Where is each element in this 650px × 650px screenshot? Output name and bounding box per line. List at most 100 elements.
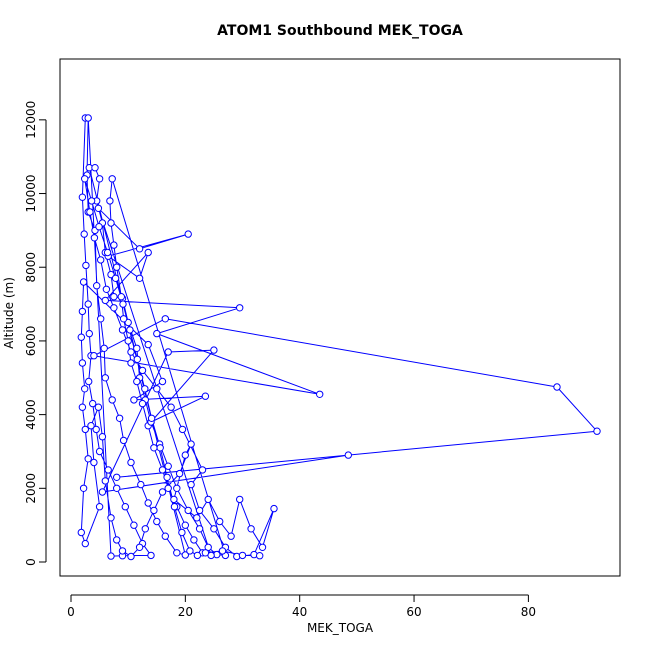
data-point	[117, 293, 126, 301]
y-tick-label: 0	[24, 558, 38, 566]
data-point	[161, 532, 170, 540]
data-point	[78, 307, 87, 316]
data-point	[138, 366, 147, 375]
data-point	[94, 403, 103, 411]
data-point	[103, 248, 112, 257]
data-point	[181, 451, 190, 459]
data-point	[144, 340, 152, 349]
data-point	[344, 451, 352, 459]
data-point	[204, 495, 212, 504]
data-point	[119, 436, 128, 445]
y-tick-label: 4000	[24, 399, 38, 430]
data-point	[236, 304, 244, 312]
data-point	[81, 539, 90, 548]
data-point	[161, 315, 170, 323]
y-tick-label: 8000	[24, 252, 38, 283]
data-point	[107, 219, 115, 227]
data-point	[133, 344, 141, 352]
data-point	[227, 532, 235, 540]
data-point	[107, 552, 115, 560]
data-point	[156, 444, 164, 452]
data-point	[98, 433, 107, 441]
data-point	[111, 274, 120, 282]
data-point	[95, 175, 104, 183]
y-tick-label: 12000	[24, 101, 38, 139]
data-point	[256, 552, 264, 560]
data-point	[106, 197, 114, 205]
data-point	[141, 385, 149, 393]
data-point	[110, 241, 118, 249]
data-point	[135, 245, 144, 253]
data-point	[85, 377, 93, 386]
data-point	[94, 204, 103, 213]
data-point	[158, 488, 167, 496]
data-point	[78, 193, 87, 201]
data-point	[79, 278, 88, 286]
data-point	[178, 528, 186, 537]
data-point	[77, 528, 86, 537]
data-point	[258, 543, 267, 551]
data-point	[201, 392, 210, 400]
data-point	[127, 458, 135, 467]
data-point	[144, 248, 152, 257]
data-point	[135, 543, 144, 551]
data-point	[118, 326, 127, 334]
data-point	[153, 517, 161, 526]
data-point	[187, 440, 195, 448]
data-point	[101, 296, 110, 305]
data-point	[95, 503, 104, 511]
data-point	[89, 399, 97, 408]
x-tick-label: 40	[292, 605, 307, 619]
data-point	[153, 385, 161, 393]
data-point	[170, 503, 179, 511]
data-point	[218, 547, 227, 555]
data-point	[104, 466, 112, 474]
data-point	[190, 536, 198, 544]
data-point	[238, 551, 247, 560]
data-point	[553, 383, 561, 391]
data-point	[95, 223, 103, 231]
data-point	[79, 484, 88, 492]
data-point	[164, 484, 172, 492]
data-point	[236, 495, 244, 504]
data-point	[170, 495, 178, 504]
data-point	[126, 326, 134, 334]
data-point	[173, 549, 181, 557]
data-point	[138, 399, 147, 408]
data-point	[193, 514, 201, 522]
data-point	[113, 473, 121, 481]
data-point	[91, 164, 99, 172]
chart-title: ATOM1 Southbound MEK_TOGA	[217, 23, 463, 39]
data-point	[193, 551, 202, 560]
x-tick-label: 0	[67, 605, 75, 619]
y-tick-label: 6000	[24, 326, 38, 357]
data-point	[158, 377, 167, 386]
data-point	[127, 552, 135, 561]
data-point	[173, 484, 181, 492]
data-point	[82, 261, 90, 270]
x-tick-label: 80	[521, 605, 536, 619]
data-point	[81, 385, 89, 393]
data-point	[81, 425, 90, 434]
data-point	[133, 355, 142, 363]
data-point	[87, 422, 95, 430]
data-point	[147, 414, 156, 422]
data-point	[97, 315, 105, 323]
y-axis-label: Altitude (m)	[2, 277, 16, 349]
data-point	[144, 499, 152, 507]
data-point	[270, 504, 278, 513]
data-point	[201, 549, 210, 557]
axes-layer: 0 20 40 60 80 0 2000 4000 6000 8000 10000 12000	[24, 101, 536, 619]
data-point	[84, 300, 92, 308]
data-point	[92, 425, 100, 434]
data-point	[164, 348, 172, 356]
data-point	[124, 337, 132, 345]
data-point	[141, 525, 150, 533]
data-point	[178, 425, 187, 434]
data-point	[216, 517, 224, 526]
data-point	[184, 506, 192, 515]
data-point	[108, 396, 116, 404]
data-point	[110, 304, 118, 312]
